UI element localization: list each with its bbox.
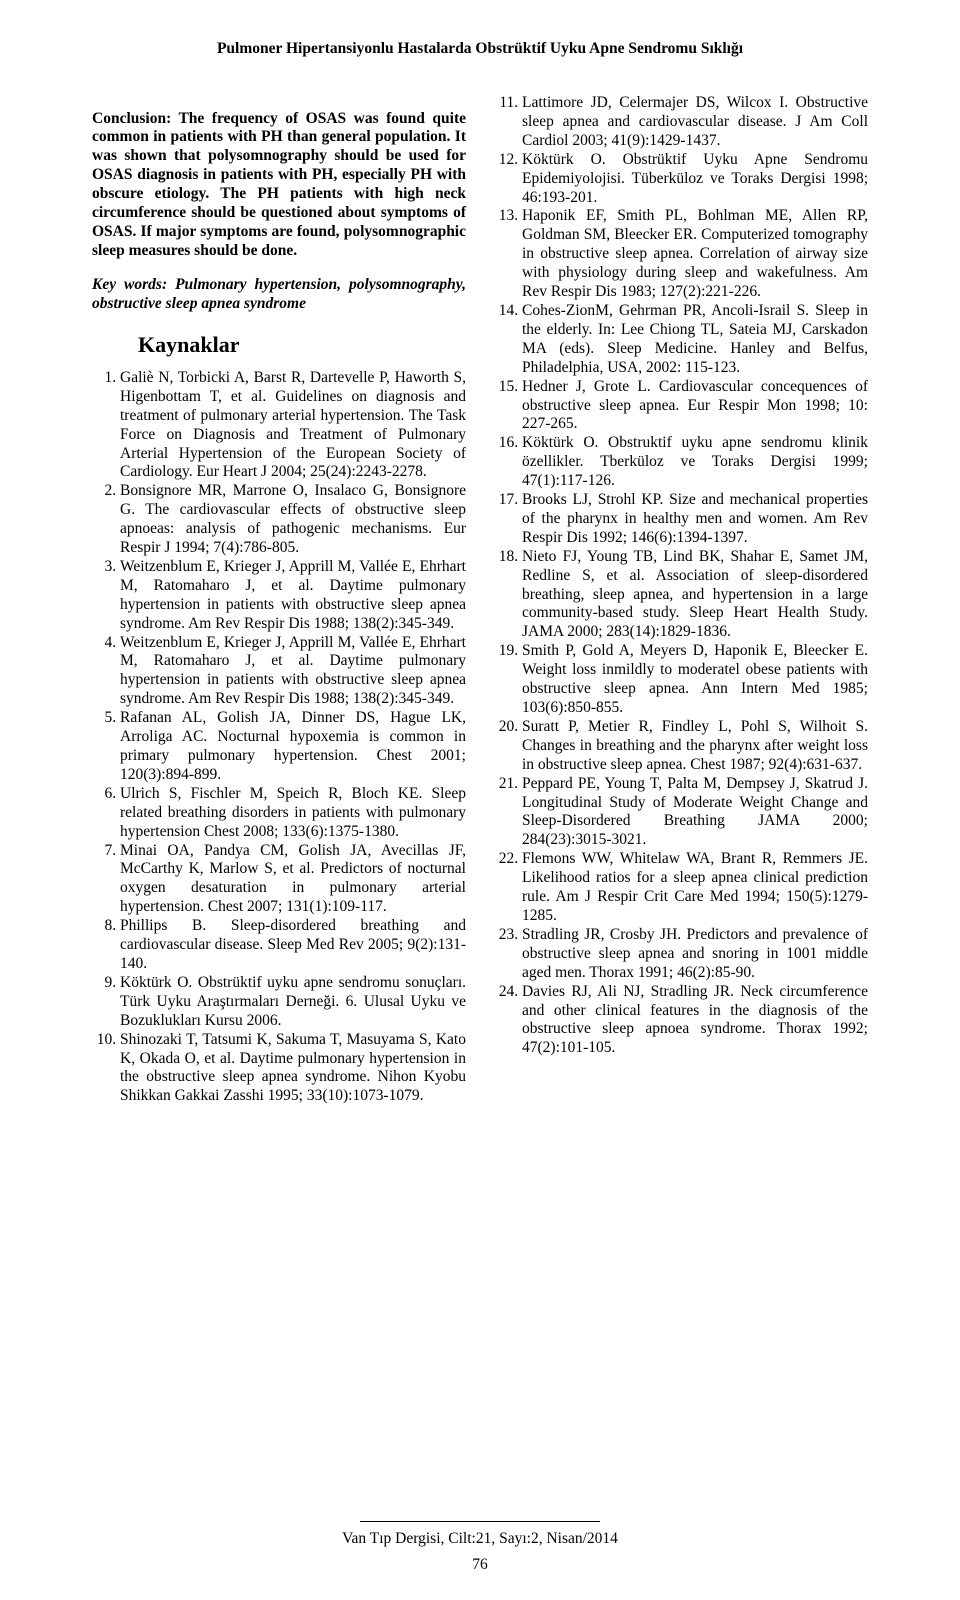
left-column: Conclusion: The frequency of OSAS was fo…: [92, 94, 466, 1106]
reference-item: Suratt P, Metier R, Findley L, Pohl S, W…: [522, 718, 868, 775]
reference-item: Minai OA, Pandya CM, Golish JA, Avecilla…: [120, 842, 466, 918]
reference-item: Stradling JR, Crosby JH. Predictors and …: [522, 926, 868, 983]
reference-item: Peppard PE, Young T, Palta M, Dempsey J,…: [522, 775, 868, 851]
reference-item: Brooks LJ, Strohl KP. Size and mechanica…: [522, 491, 868, 548]
journal-citation: Van Tıp Dergisi, Cilt:21, Sayı:2, Nisan/…: [92, 1530, 868, 1548]
reference-item: Lattimore JD, Celermajer DS, Wilcox I. O…: [522, 94, 868, 151]
reference-item: Köktürk O. Obstrüktif uyku apne sendromu…: [120, 974, 466, 1031]
page-number: 76: [92, 1556, 868, 1574]
references-list-left: Galiè N, Torbicki A, Barst R, Dartevelle…: [92, 369, 466, 1106]
reference-item: Shinozaki T, Tatsumi K, Sakuma T, Masuya…: [120, 1031, 466, 1107]
two-column-layout: Conclusion: The frequency of OSAS was fo…: [92, 94, 868, 1106]
reference-item: Flemons WW, Whitelaw WA, Brant R, Remmer…: [522, 850, 868, 926]
reference-item: Cohes-ZionM, Gehrman PR, Ancoli-Israil S…: [522, 302, 868, 378]
footer-rule: [360, 1521, 600, 1522]
page: Pulmoner Hipertansiyonlu Hastalarda Obst…: [0, 0, 960, 1600]
reference-item: Weitzenblum E, Krieger J, Apprill M, Val…: [120, 634, 466, 710]
reference-item: Davies RJ, Ali NJ, Stradling JR. Neck ci…: [522, 983, 868, 1059]
reference-item: Phillips B. Sleep-disordered breathing a…: [120, 917, 466, 974]
references-list-right: Lattimore JD, Celermajer DS, Wilcox I. O…: [494, 94, 868, 1058]
reference-item: Haponik EF, Smith PL, Bohlman ME, Allen …: [522, 207, 868, 302]
reference-item: Smith P, Gold A, Meyers D, Haponik E, Bl…: [522, 642, 868, 718]
reference-item: Köktürk O. Obstrüktif Uyku Apne Sendromu…: [522, 151, 868, 208]
abstract-keywords: Key words: Pulmonary hypertension, polys…: [92, 276, 466, 314]
reference-item: Galiè N, Torbicki A, Barst R, Dartevelle…: [120, 369, 466, 482]
page-footer: Van Tıp Dergisi, Cilt:21, Sayı:2, Nisan/…: [92, 1521, 868, 1574]
reference-item: Ulrich S, Fischler M, Speich R, Bloch KE…: [120, 785, 466, 842]
reference-item: Bonsignore MR, Marrone O, Insalaco G, Bo…: [120, 482, 466, 558]
running-header: Pulmoner Hipertansiyonlu Hastalarda Obst…: [92, 40, 868, 58]
right-column: Lattimore JD, Celermajer DS, Wilcox I. O…: [494, 94, 868, 1106]
reference-item: Hedner J, Grote L. Cardiovascular conceq…: [522, 378, 868, 435]
reference-item: Rafanan AL, Golish JA, Dinner DS, Hague …: [120, 709, 466, 785]
reference-item: Köktürk O. Obstruktif uyku apne sendromu…: [522, 434, 868, 491]
abstract-conclusion: Conclusion: The frequency of OSAS was fo…: [92, 110, 466, 261]
reference-item: Weitzenblum E, Krieger J, Apprill M, Val…: [120, 558, 466, 634]
references-heading: Kaynaklar: [138, 332, 466, 359]
reference-item: Nieto FJ, Young TB, Lind BK, Shahar E, S…: [522, 548, 868, 643]
